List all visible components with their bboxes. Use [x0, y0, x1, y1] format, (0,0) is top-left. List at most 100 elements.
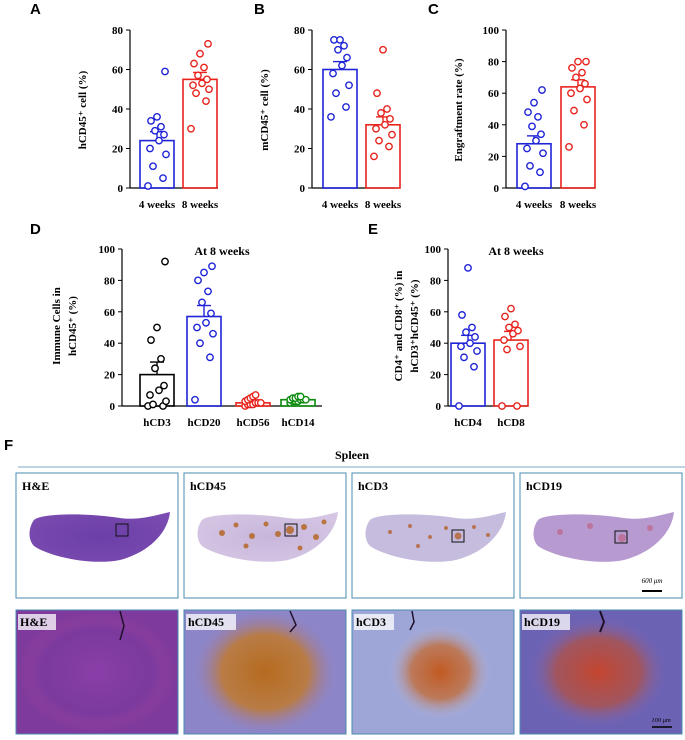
- data-point: [521, 182, 529, 191]
- data-point: [147, 116, 155, 125]
- data-point: [327, 113, 335, 121]
- data-point: [572, 73, 580, 82]
- y-tick-label: 40: [430, 338, 442, 350]
- data-point: [462, 328, 470, 337]
- y-tick-label: 40: [112, 104, 124, 116]
- data-point: [536, 168, 544, 177]
- data-point: [582, 57, 590, 66]
- data-point: [162, 397, 170, 406]
- data-point: [343, 53, 351, 62]
- he-zoom-box: [115, 523, 129, 537]
- y-tick-label: 0: [118, 183, 124, 195]
- hcd3-spleen-section: [365, 512, 506, 562]
- data-point: [468, 323, 476, 332]
- y-tick-label: 60: [430, 307, 442, 319]
- data-point: [576, 84, 584, 93]
- hcd45-zoom-label: hCD45: [188, 615, 224, 629]
- data-point: [455, 402, 463, 410]
- data-point: [147, 336, 155, 344]
- data-point: [200, 63, 208, 72]
- panel-letter-c: C: [428, 1, 439, 18]
- data-point: [457, 342, 465, 351]
- data-point: [160, 381, 168, 390]
- data-point: [332, 89, 340, 98]
- data-point: [473, 347, 481, 355]
- he-vessel: [119, 610, 125, 641]
- y-tick-label: 80: [112, 25, 124, 37]
- x-tick-label: 8 weeks: [365, 199, 402, 211]
- data-point: [383, 105, 391, 113]
- data-point: [530, 98, 538, 107]
- y-tick-label: 40: [104, 338, 116, 350]
- data-point: [153, 323, 161, 332]
- hcd45-vessel: [289, 610, 297, 633]
- hcd3-positive-region: [388, 624, 492, 720]
- data-point: [204, 39, 212, 48]
- data-point: [159, 174, 167, 183]
- data-point: [208, 262, 216, 271]
- data-point: [151, 126, 159, 135]
- data-point: [574, 57, 582, 66]
- he-overview-label: H&E: [22, 479, 49, 493]
- scale-label-100: 100 μm: [651, 717, 671, 724]
- data-point: [379, 45, 387, 54]
- y-axis-label: Engraftment rate (%): [453, 58, 465, 162]
- hcd3-zoom-label: hCD3: [356, 615, 386, 629]
- hcd19-zoom-label: hCD19: [524, 615, 560, 629]
- data-point: [537, 130, 545, 139]
- data-point: [193, 323, 201, 332]
- x-tick-label: 4 weeks: [139, 199, 176, 211]
- data-point: [205, 85, 213, 94]
- data-point: [539, 149, 547, 158]
- y-axis-label: CD4⁺ and CD8⁺ (%) in: [393, 271, 405, 382]
- data-point: [329, 69, 337, 78]
- data-point: [144, 182, 152, 190]
- data-point: [155, 386, 163, 395]
- data-point: [296, 392, 305, 401]
- data-point: [568, 64, 576, 72]
- x-tick-label: 8 weeks: [560, 199, 597, 211]
- data-point: [570, 106, 578, 115]
- hcd45-overview-label: hCD45: [190, 479, 226, 493]
- data-point: [198, 298, 206, 307]
- data-point: [385, 142, 393, 151]
- data-point: [511, 320, 519, 329]
- scale-label-600: 600 μm: [642, 577, 663, 585]
- data-point: [505, 323, 513, 332]
- data-point: [157, 354, 165, 363]
- y-tick-label: 80: [294, 25, 306, 37]
- data-point: [202, 97, 210, 106]
- spleen-title: Spleen: [335, 448, 369, 462]
- data-point: [466, 339, 474, 348]
- data-point: [207, 309, 215, 318]
- data-point: [149, 400, 157, 409]
- y-tick-label: 60: [294, 65, 306, 77]
- data-point: [191, 395, 199, 404]
- bar: [493, 339, 529, 407]
- data-point: [583, 95, 591, 104]
- hcd45-positive-region: [193, 610, 337, 734]
- y-tick-label: 60: [104, 307, 116, 319]
- data-point: [202, 318, 210, 327]
- y-axis-label: mCD45⁺ cell (%): [259, 69, 271, 151]
- data-point: [471, 333, 479, 341]
- bar: [186, 315, 222, 407]
- data-point: [336, 35, 344, 44]
- data-point: [162, 150, 170, 159]
- y-tick-label: 80: [104, 275, 116, 287]
- data-point: [388, 130, 396, 139]
- y-tick-label: 20: [112, 144, 124, 156]
- data-point: [334, 45, 342, 54]
- bar: [182, 78, 218, 189]
- data-point: [370, 152, 378, 161]
- data-point: [580, 120, 588, 129]
- data-point: [256, 398, 265, 407]
- hcd19-spleen-section: [533, 512, 674, 562]
- y-tick-label: 0: [110, 401, 116, 413]
- y-tick-label: 60: [112, 65, 124, 77]
- data-point: [153, 113, 161, 121]
- hcd3-brown-foci: [388, 524, 490, 548]
- data-point: [386, 114, 394, 123]
- y-tick-label: 0: [300, 183, 306, 195]
